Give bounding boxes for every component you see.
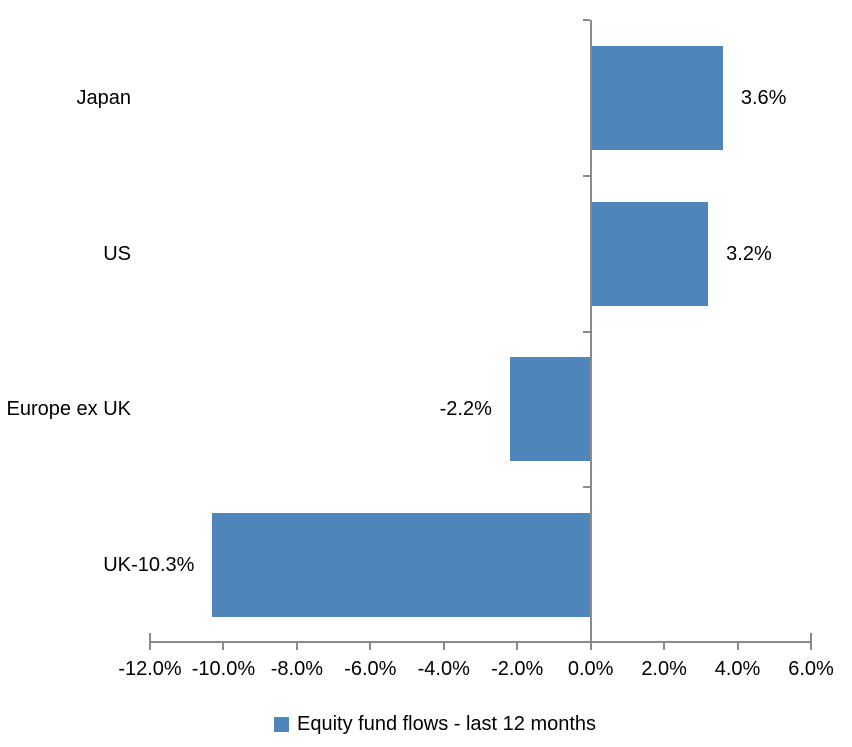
axis-tick-label: -10.0%: [191, 658, 256, 680]
data-label: 3.6%: [740, 86, 787, 109]
axis-tick-label: 0.0%: [567, 658, 614, 680]
axis-tick: [442, 643, 445, 650]
axis-tick-label: -8.0%: [270, 658, 323, 680]
data-label: 3.2%: [726, 242, 772, 265]
axis-tick-label: 2.0%: [641, 658, 687, 680]
bar-europe-ex-uk: [509, 357, 591, 462]
axis-tick: [810, 643, 812, 650]
axis-tick: [736, 643, 739, 650]
axis-tick: [149, 643, 151, 650]
value-axis-line: [149, 641, 812, 643]
legend: Equity fund flows - last 12 months: [274, 711, 596, 737]
bar-us: [590, 201, 709, 306]
axis-tick-label: 4.0%: [714, 658, 761, 680]
category-axis-tick: [582, 486, 590, 489]
data-label: -2.2%: [439, 398, 492, 421]
axis-tick-label: -2.0%: [491, 658, 544, 680]
axis-end-tick: [810, 633, 812, 641]
category-label: UK: [103, 554, 131, 577]
category-axis-tick: [582, 174, 590, 177]
category-label: US: [103, 242, 131, 265]
category-label: Japan: [76, 86, 132, 109]
axis-tick: [222, 643, 225, 650]
category-label: Europe ex UK: [6, 398, 131, 421]
axis-end-tick: [149, 633, 151, 641]
axis-tick: [295, 643, 298, 650]
axis-tick: [516, 643, 519, 650]
category-axis-tick: [582, 19, 590, 21]
bar-uk: [212, 513, 591, 618]
axis-tick: [663, 643, 666, 650]
bar-japan: [590, 45, 723, 150]
axis-tick-label: -4.0%: [417, 658, 470, 680]
axis-tick-label: 6.0%: [788, 658, 834, 680]
data-label: -10.3%: [131, 554, 195, 577]
category-axis-line: [589, 20, 592, 650]
legend-label: Equity fund flows - last 12 months: [297, 713, 597, 735]
category-axis-tick: [582, 330, 590, 333]
axis-tick: [369, 643, 372, 650]
axis-tick-label: -12.0%: [118, 658, 182, 680]
axis-tick-label: -6.0%: [344, 658, 397, 680]
legend-swatch-icon: [274, 716, 289, 732]
